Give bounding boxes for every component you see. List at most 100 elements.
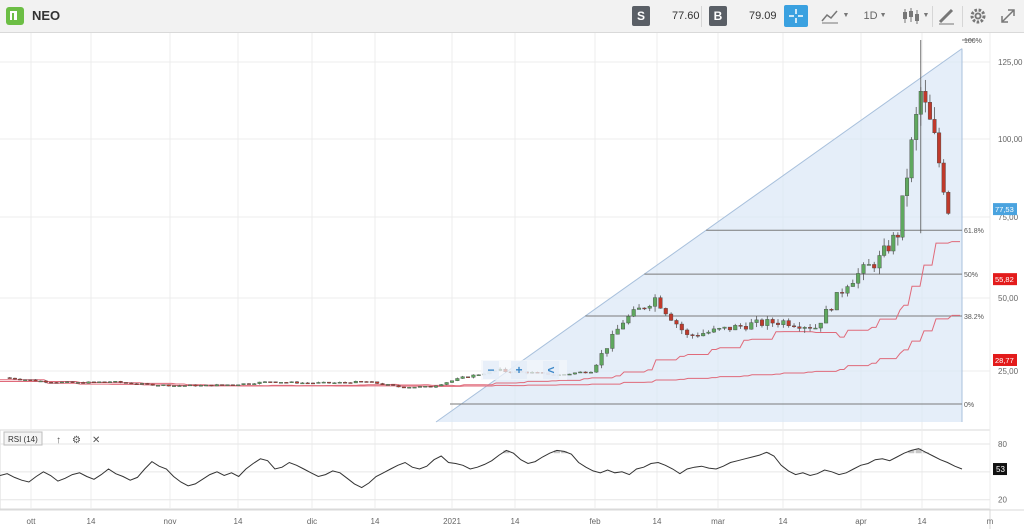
candle-body[interactable] xyxy=(428,386,433,388)
candle-body[interactable] xyxy=(701,333,706,337)
candle-body[interactable] xyxy=(905,177,910,196)
candle-body[interactable] xyxy=(941,162,946,193)
candle-body[interactable] xyxy=(690,334,695,336)
candle-body[interactable] xyxy=(610,334,615,349)
candle-body[interactable] xyxy=(455,378,460,381)
settings-button[interactable] xyxy=(967,5,989,27)
arrow-up-icon[interactable]: ↑ xyxy=(56,435,61,446)
candle-body[interactable] xyxy=(214,384,219,387)
candle-body[interactable] xyxy=(417,386,422,388)
candle-body[interactable] xyxy=(28,379,33,381)
candle-body[interactable] xyxy=(626,316,631,324)
candle-body[interactable] xyxy=(476,374,481,376)
candle-body[interactable] xyxy=(59,381,64,384)
candle-body[interactable] xyxy=(241,383,246,385)
candle-body[interactable] xyxy=(54,382,59,384)
candle-body[interactable] xyxy=(391,384,396,386)
candle-body[interactable] xyxy=(75,382,80,384)
candle-body[interactable] xyxy=(813,327,818,330)
candle-body[interactable] xyxy=(433,385,438,388)
candle-body[interactable] xyxy=(631,309,636,317)
candle-body[interactable] xyxy=(886,245,891,252)
candle-body[interactable] xyxy=(204,384,209,387)
candle-body[interactable] xyxy=(914,114,919,140)
candle-body[interactable] xyxy=(332,382,337,384)
candle-body[interactable] xyxy=(230,384,235,386)
candle-body[interactable] xyxy=(348,382,353,384)
candle-body[interactable] xyxy=(733,325,738,331)
candle-body[interactable] xyxy=(722,326,727,329)
candle-body[interactable] xyxy=(23,379,28,381)
candle-body[interactable] xyxy=(685,329,690,335)
candle-body[interactable] xyxy=(337,382,342,384)
candle-body[interactable] xyxy=(444,382,449,385)
candle-body[interactable] xyxy=(305,382,310,385)
candle-body[interactable] xyxy=(43,380,48,383)
candle-body[interactable] xyxy=(7,377,12,379)
drawing-tools-button[interactable] xyxy=(934,5,958,27)
candle-body[interactable] xyxy=(891,234,896,252)
candle-body[interactable] xyxy=(81,382,86,384)
candle-body[interactable] xyxy=(775,322,780,325)
candle-body[interactable] xyxy=(856,273,861,284)
candle-body[interactable] xyxy=(727,326,732,331)
chart-type-menu[interactable]: ▼ xyxy=(818,5,850,27)
candle-body[interactable] xyxy=(166,384,171,387)
candle-body[interactable] xyxy=(182,385,187,387)
candle-body[interactable] xyxy=(647,306,652,309)
candle-body[interactable] xyxy=(172,385,177,387)
candle-body[interactable] xyxy=(65,381,70,383)
candle-body[interactable] xyxy=(278,382,283,384)
candle-body[interactable] xyxy=(572,372,577,375)
candle-body[interactable] xyxy=(18,378,23,381)
candle-body[interactable] xyxy=(749,322,754,330)
share-button[interactable] xyxy=(543,361,559,379)
candle-body[interactable] xyxy=(900,195,905,238)
candle-body[interactable] xyxy=(770,319,775,324)
price-chart[interactable]: 0% 38.2% 50% 61.8% 100% 25,00 50,00 75,00 100,0… xyxy=(0,33,1024,529)
candle-body[interactable] xyxy=(252,383,257,385)
candle-body[interactable] xyxy=(583,371,588,374)
candle-body[interactable] xyxy=(937,132,942,164)
candle-body[interactable] xyxy=(866,264,871,266)
candle-body[interactable] xyxy=(236,384,241,386)
candle-body[interactable] xyxy=(449,380,454,383)
crosshair-button[interactable] xyxy=(784,5,808,27)
candle-body[interactable] xyxy=(824,309,829,324)
candle-body[interactable] xyxy=(401,386,406,389)
candle-body[interactable] xyxy=(193,384,198,387)
candle-body[interactable] xyxy=(107,381,112,383)
candle-body[interactable] xyxy=(150,383,155,386)
candle-body[interactable] xyxy=(797,326,802,329)
candle-body[interactable] xyxy=(829,309,834,311)
candle-body[interactable] xyxy=(113,381,118,383)
candle-body[interactable] xyxy=(711,328,716,333)
candle-body[interactable] xyxy=(257,381,262,384)
close-icon[interactable]: ✕ xyxy=(92,435,100,446)
candle-body[interactable] xyxy=(289,381,294,383)
candle-body[interactable] xyxy=(316,382,321,384)
candle-body[interactable] xyxy=(669,313,674,321)
candle-body[interactable] xyxy=(273,381,278,383)
candle-body[interactable] xyxy=(375,381,380,384)
candle-body[interactable] xyxy=(637,307,642,310)
candle-body[interactable] xyxy=(364,381,369,383)
candle-body[interactable] xyxy=(882,245,887,256)
candle-body[interactable] xyxy=(118,381,123,383)
candle-body[interactable] xyxy=(754,319,759,323)
candle-body[interactable] xyxy=(145,383,150,385)
candle-body[interactable] xyxy=(353,381,358,384)
candle-body[interactable] xyxy=(642,307,647,310)
candle-body[interactable] xyxy=(909,139,914,179)
candle-body[interactable] xyxy=(743,326,748,330)
candle-body[interactable] xyxy=(70,381,75,383)
rsi-indicator-label-box[interactable] xyxy=(3,431,43,446)
candle-body[interactable] xyxy=(877,255,882,269)
candle-body[interactable] xyxy=(123,382,128,384)
candle-body[interactable] xyxy=(845,286,850,294)
gear-icon[interactable]: ⚙ xyxy=(72,435,81,446)
candle-body[interactable] xyxy=(759,319,764,326)
candle-body[interactable] xyxy=(872,264,877,269)
timeframe-menu[interactable]: 1D ▼ xyxy=(858,5,892,27)
candle-body[interactable] xyxy=(765,319,770,326)
